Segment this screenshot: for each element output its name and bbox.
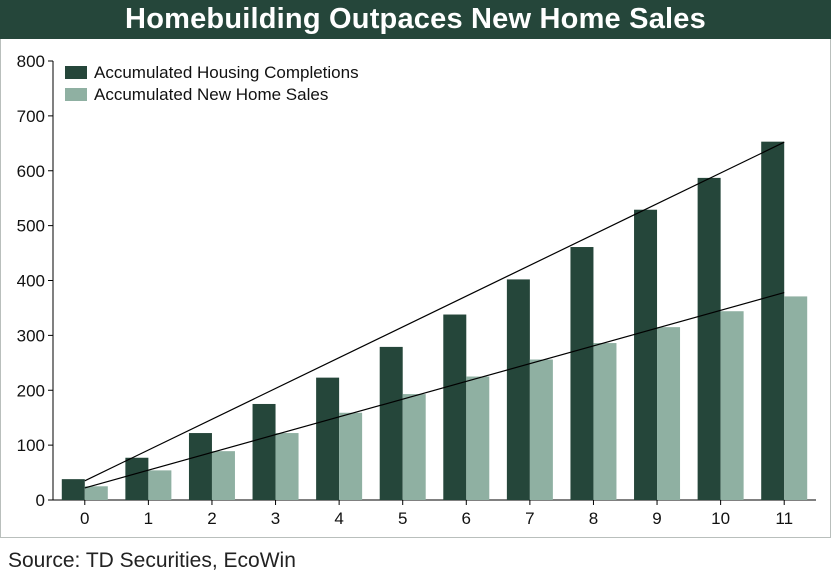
- trend-line-completions: [84, 141, 785, 482]
- bar-housing-completions: [188, 433, 212, 500]
- bar-housing-completions: [61, 479, 85, 500]
- bar-new-home-sales: [593, 343, 617, 500]
- bar-new-home-sales: [339, 412, 363, 500]
- bar-housing-completions: [252, 403, 276, 500]
- bar-new-home-sales: [148, 470, 172, 500]
- bar-new-home-sales: [529, 359, 553, 500]
- y-tick-label: 600: [17, 162, 45, 181]
- bar-housing-completions: [379, 346, 403, 500]
- bar-new-home-sales: [402, 394, 426, 500]
- legend-label: Accumulated New Home Sales: [94, 85, 328, 104]
- y-tick-label: 300: [17, 326, 45, 345]
- x-tick-label: 4: [334, 509, 343, 528]
- x-tick-label: 9: [652, 509, 661, 528]
- bar-housing-completions: [761, 141, 785, 500]
- x-tick-label: 1: [144, 509, 153, 528]
- x-tick-label: 5: [398, 509, 407, 528]
- bar-new-home-sales: [657, 327, 681, 500]
- bar-new-home-sales: [784, 296, 808, 500]
- y-tick-label: 400: [17, 272, 45, 291]
- chart-title: Homebuilding Outpaces New Home Sales: [0, 0, 831, 39]
- bar-new-home-sales: [211, 451, 235, 500]
- x-tick-label: 11: [775, 509, 793, 528]
- source-note: Source: TD Securities, EcoWin: [8, 549, 296, 572]
- y-tick-label: 100: [17, 436, 45, 455]
- chart-plot: 0 100 200 300 400 500 600 700 800 0 1 2 3 4 5 6 7 8 9 10 11 A…: [17, 52, 816, 528]
- bar-new-home-sales: [720, 311, 744, 500]
- x-tick-label: 6: [462, 509, 471, 528]
- legend-label: Accumulated Housing Completions: [94, 63, 359, 82]
- bar-new-home-sales: [275, 433, 299, 500]
- bar-housing-completions: [697, 177, 721, 501]
- legend-swatch: [65, 88, 87, 101]
- bar-new-home-sales: [84, 486, 108, 500]
- x-tick-label: 8: [589, 509, 598, 528]
- bar-housing-completions: [316, 377, 340, 500]
- bar-housing-completions: [443, 314, 467, 500]
- trend-line-sales: [84, 291, 785, 489]
- x-tick-label: 3: [271, 509, 280, 528]
- bar-housing-completions: [506, 279, 530, 500]
- y-tick-label: 200: [17, 381, 45, 400]
- x-tick-label: 0: [80, 509, 89, 528]
- bar-housing-completions: [634, 209, 658, 500]
- bar-new-home-sales: [466, 376, 490, 500]
- y-tick-label: 800: [17, 52, 45, 71]
- legend-swatch: [65, 66, 87, 79]
- x-tick-label: 2: [207, 509, 216, 528]
- y-tick-label: 500: [17, 217, 45, 236]
- chart-frame: 0 100 200 300 400 500 600 700 800 0 1 2 3 4 5 6 7 8 9 10 11 A…: [0, 39, 831, 538]
- x-tick-label: 7: [525, 509, 534, 528]
- y-tick-label: 0: [36, 491, 45, 510]
- bar-housing-completions: [570, 247, 594, 500]
- bar-housing-completions: [125, 457, 149, 500]
- x-tick-label: 10: [711, 509, 730, 528]
- y-tick-label: 700: [17, 107, 45, 126]
